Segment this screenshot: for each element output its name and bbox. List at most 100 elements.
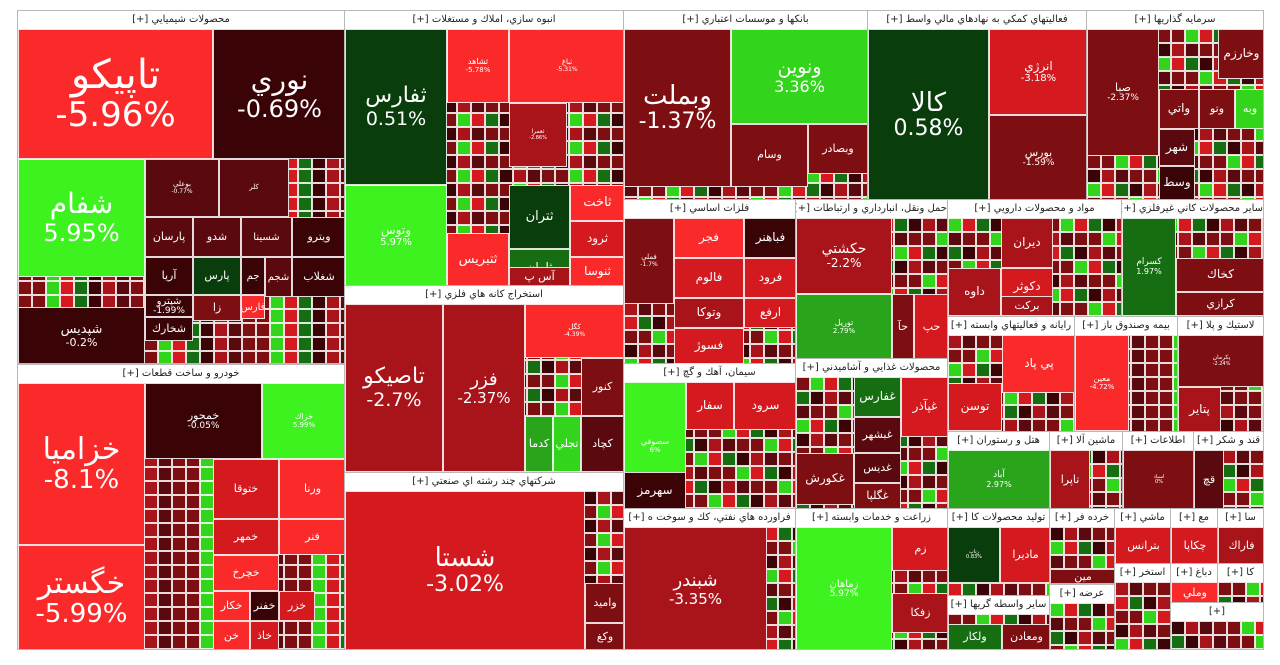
minor-symbol-tile[interactable]	[1234, 391, 1248, 405]
minor-symbol-tile[interactable]	[1064, 645, 1078, 649]
minor-symbol-tile[interactable]	[1222, 464, 1236, 478]
minor-symbol-tile[interactable]	[270, 337, 284, 351]
minor-symbol-tile[interactable]	[1088, 274, 1102, 288]
minor-symbol-tile[interactable]	[555, 169, 569, 183]
minor-symbol-tile[interactable]	[736, 452, 750, 466]
minor-symbol-tile[interactable]	[172, 579, 186, 593]
minor-symbol-tile[interactable]	[1220, 405, 1234, 419]
minor-symbol-tile[interactable]	[810, 377, 824, 391]
minor-symbol-tile[interactable]	[186, 621, 200, 635]
minor-symbol-tile[interactable]	[764, 494, 778, 508]
minor-symbol-tile[interactable]	[144, 467, 158, 481]
minor-symbol-tile[interactable]	[200, 551, 214, 565]
minor-symbol-tile[interactable]	[1185, 635, 1199, 649]
stock-tile[interactable]: ثنوسا	[570, 257, 623, 285]
minor-symbol-tile[interactable]	[555, 388, 569, 402]
minor-symbol-tile[interactable]	[976, 246, 990, 260]
minor-symbol-tile[interactable]	[1185, 57, 1199, 71]
stock-tile[interactable]: ارفع	[744, 298, 795, 328]
stock-tile[interactable]: چكاپا	[1171, 527, 1217, 563]
minor-symbol-tile[interactable]	[1143, 582, 1157, 596]
minor-symbol-tile[interactable]	[172, 621, 186, 635]
minor-symbol-tile[interactable]	[172, 351, 186, 363]
sector-header[interactable]: ساير محصولات كاني غيرفلزي [+]	[1122, 200, 1263, 219]
minor-symbol-tile[interactable]	[1115, 610, 1129, 624]
minor-symbol-tile[interactable]	[116, 281, 130, 295]
minor-symbol-tile[interactable]	[908, 232, 922, 246]
minor-symbol-tile[interactable]	[158, 467, 172, 481]
stock-tile[interactable]: غفارس	[854, 377, 901, 417]
sector-header[interactable]: انبوه سازي، املاك و مستغلات [+]	[345, 11, 623, 30]
stock-tile[interactable]: ولكار	[948, 624, 1002, 649]
minor-symbol-tile[interactable]	[485, 197, 499, 211]
minor-symbol-tile[interactable]	[652, 330, 666, 344]
minor-symbol-tile[interactable]	[312, 295, 326, 309]
stock-tile[interactable]: داوه	[948, 268, 1001, 316]
stock-tile[interactable]: كنور	[581, 358, 623, 416]
minor-symbol-tile[interactable]	[569, 155, 583, 169]
sector-header[interactable]: لاستيك و پلا [+]	[1178, 317, 1263, 336]
minor-symbol-tile[interactable]	[186, 649, 200, 650]
sector-header[interactable]: فعاليتهاي كمكي به نهادهاي مالي واسط [+]	[868, 11, 1086, 30]
minor-symbol-tile[interactable]	[922, 246, 936, 260]
minor-symbol-tile[interactable]	[583, 505, 597, 519]
minor-symbol-tile[interactable]	[312, 635, 326, 649]
minor-symbol-tile[interactable]	[750, 480, 764, 494]
minor-symbol-tile[interactable]	[1092, 492, 1106, 506]
minor-symbol-tile[interactable]	[284, 635, 298, 649]
minor-symbol-tile[interactable]	[1064, 555, 1078, 569]
minor-symbol-tile[interactable]	[1129, 183, 1143, 197]
minor-symbol-tile[interactable]	[1241, 141, 1255, 155]
minor-symbol-tile[interactable]	[778, 611, 792, 625]
stock-tile[interactable]: شبندر -3.35%	[624, 527, 767, 649]
minor-symbol-tile[interactable]	[284, 295, 298, 309]
minor-symbol-tile[interactable]	[46, 281, 60, 295]
stock-tile[interactable]: خزاك 5.99%	[262, 383, 344, 459]
minor-symbol-tile[interactable]	[1092, 527, 1106, 541]
minor-symbol-tile[interactable]	[172, 593, 186, 607]
minor-symbol-tile[interactable]	[1250, 450, 1263, 464]
minor-symbol-tile[interactable]	[624, 302, 638, 316]
minor-symbol-tile[interactable]	[922, 260, 936, 274]
minor-symbol-tile[interactable]	[1092, 603, 1106, 617]
minor-symbol-tile[interactable]	[270, 649, 284, 650]
minor-symbol-tile[interactable]	[1032, 391, 1046, 405]
minor-symbol-tile[interactable]	[527, 374, 541, 388]
minor-symbol-tile[interactable]	[172, 481, 186, 495]
minor-symbol-tile[interactable]	[1178, 218, 1192, 232]
minor-symbol-tile[interactable]	[652, 316, 666, 330]
minor-symbol-tile[interactable]	[242, 323, 256, 337]
minor-symbol-tile[interactable]	[256, 323, 270, 337]
stock-tile[interactable]: پارسان	[145, 217, 193, 257]
minor-symbol-tile[interactable]	[214, 323, 228, 337]
minor-symbol-tile[interactable]	[541, 360, 555, 374]
sector-header[interactable]: محصولات شيميايي [+]	[18, 11, 344, 30]
minor-symbol-tile[interactable]	[1241, 649, 1255, 650]
minor-symbol-tile[interactable]	[976, 363, 990, 377]
stock-tile[interactable]: وتو	[1199, 89, 1235, 129]
minor-symbol-tile[interactable]	[485, 211, 499, 225]
minor-symbol-tile[interactable]	[922, 639, 936, 649]
minor-symbol-tile[interactable]	[116, 649, 130, 650]
minor-symbol-tile[interactable]	[1115, 638, 1129, 649]
minor-symbol-tile[interactable]	[172, 607, 186, 621]
minor-symbol-tile[interactable]	[1060, 218, 1074, 232]
minor-symbol-tile[interactable]	[1199, 29, 1213, 43]
minor-symbol-tile[interactable]	[1064, 603, 1078, 617]
minor-symbol-tile[interactable]	[1129, 638, 1143, 649]
minor-symbol-tile[interactable]	[796, 391, 810, 405]
minor-symbol-tile[interactable]	[186, 537, 200, 551]
minor-symbol-tile[interactable]	[1157, 43, 1171, 57]
minor-symbol-tile[interactable]	[1046, 391, 1060, 405]
minor-symbol-tile[interactable]	[750, 344, 764, 358]
minor-symbol-tile[interactable]	[1236, 464, 1250, 478]
minor-symbol-tile[interactable]	[764, 330, 778, 344]
minor-symbol-tile[interactable]	[597, 141, 611, 155]
minor-symbol-tile[interactable]	[1255, 183, 1263, 197]
minor-symbol-tile[interactable]	[284, 649, 298, 650]
minor-symbol-tile[interactable]	[694, 466, 708, 480]
minor-symbol-tile[interactable]	[736, 466, 750, 480]
minor-symbol-tile[interactable]	[778, 555, 792, 569]
minor-symbol-tile[interactable]	[1157, 596, 1170, 610]
minor-symbol-tile[interactable]	[1129, 596, 1143, 610]
